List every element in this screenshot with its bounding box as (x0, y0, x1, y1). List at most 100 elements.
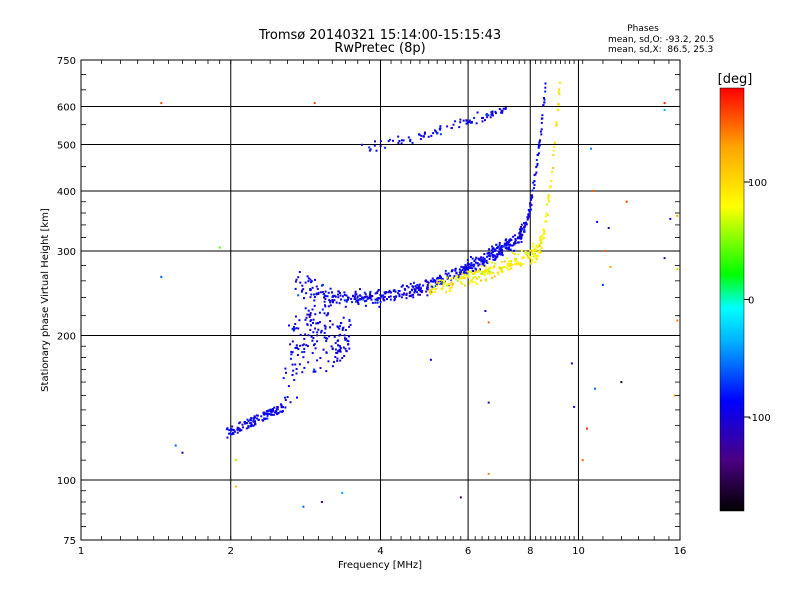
data-point (232, 432, 235, 435)
y-tick-label: 500 (57, 141, 76, 152)
data-point (289, 401, 292, 404)
data-point (537, 250, 540, 253)
data-point (435, 287, 438, 290)
data-point (581, 459, 584, 462)
data-point (269, 409, 272, 412)
data-point (482, 270, 484, 273)
data-point (519, 264, 522, 267)
data-point (431, 277, 434, 280)
data-point (540, 241, 543, 244)
data-point (409, 138, 412, 141)
data-point (354, 292, 357, 295)
data-point (266, 417, 269, 420)
data-point (295, 327, 298, 330)
data-point (500, 251, 503, 254)
data-point (238, 428, 241, 431)
data-point (329, 304, 332, 307)
data-point (523, 228, 526, 231)
data-point (382, 296, 385, 299)
data-point (256, 414, 259, 417)
data-point (449, 274, 452, 277)
data-point (496, 271, 499, 274)
data-point (347, 335, 350, 338)
data-point (303, 350, 306, 353)
data-point (547, 196, 550, 199)
data-point (663, 109, 666, 111)
data-point (263, 413, 266, 416)
data-point (489, 116, 492, 119)
data-point (509, 248, 512, 251)
data-point (535, 171, 538, 174)
data-point (483, 271, 486, 274)
data-point (434, 129, 436, 132)
data-point (429, 283, 432, 286)
data-point (523, 226, 526, 228)
data-point (477, 270, 480, 273)
data-point (464, 268, 466, 271)
data-point (317, 328, 320, 331)
data-point (539, 239, 542, 242)
data-point (307, 280, 310, 283)
data-point (270, 408, 273, 411)
data-point (397, 142, 400, 144)
data-point (374, 301, 377, 304)
data-point (506, 264, 509, 267)
data-point (466, 259, 469, 262)
data-point (403, 292, 406, 295)
data-point (520, 237, 523, 240)
data-point (553, 145, 556, 148)
data-point (470, 256, 472, 258)
data-point (432, 132, 435, 135)
data-point (553, 141, 556, 144)
data-point (425, 290, 428, 293)
data-point (497, 246, 500, 249)
data-point (232, 429, 235, 431)
data-point (352, 295, 354, 298)
data-point (408, 292, 411, 295)
data-point (371, 301, 374, 304)
data-point (508, 265, 510, 268)
data-point (507, 248, 510, 251)
data-point (320, 284, 323, 287)
data-point (448, 290, 451, 292)
data-point (506, 241, 509, 243)
data-point (535, 244, 538, 247)
data-point (474, 281, 477, 284)
data-point (492, 258, 495, 261)
data-point (342, 346, 345, 349)
data-point (487, 321, 490, 324)
data-point (404, 288, 407, 291)
data-point (500, 111, 502, 114)
data-point (445, 276, 448, 279)
grid-lines (81, 60, 680, 540)
data-point (531, 258, 533, 261)
data-point (376, 301, 379, 304)
data-point (302, 288, 305, 291)
data-point (484, 119, 486, 122)
data-point (523, 256, 526, 259)
data-point (369, 293, 372, 296)
data-point (530, 203, 533, 206)
data-point (491, 245, 494, 248)
data-point (501, 111, 504, 114)
data-point (322, 293, 325, 296)
data-point (513, 243, 516, 246)
data-point (361, 297, 363, 300)
data-point (447, 272, 450, 275)
data-point (400, 285, 403, 288)
data-point (468, 282, 471, 285)
data-point (526, 254, 529, 257)
data-point (525, 223, 528, 226)
data-point (596, 220, 599, 223)
data-point (356, 296, 359, 299)
data-point (344, 338, 347, 341)
data-point (308, 313, 311, 316)
data-point (424, 131, 426, 134)
data-point (313, 299, 316, 302)
data-point (529, 249, 532, 252)
data-point (481, 263, 484, 266)
data-point (485, 114, 488, 117)
data-point (294, 287, 297, 290)
data-point (529, 255, 532, 258)
data-point (267, 409, 270, 412)
